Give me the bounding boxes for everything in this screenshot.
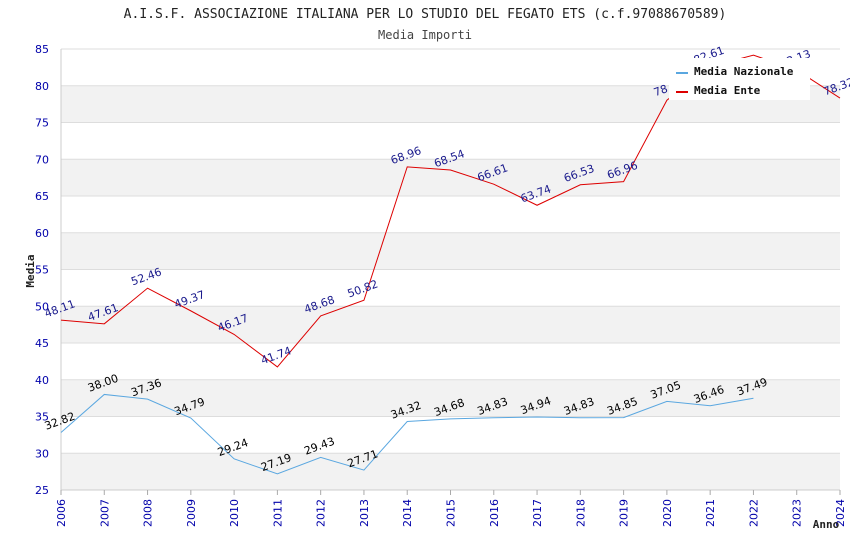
y-tick-label: 45 [35, 337, 49, 350]
y-axis: 25 30 35 40 45 50 55 60 65 70 75 80 85 [35, 43, 49, 497]
grid-band [61, 453, 840, 490]
grid-band [61, 159, 840, 196]
y-tick-label: 75 [35, 117, 49, 130]
y-tick-label: 60 [35, 227, 49, 240]
y-tick-label: 25 [35, 484, 49, 497]
y-tick-label: 80 [35, 80, 49, 93]
legend-label-media-ente: Media Ente [694, 84, 761, 97]
y-tick-label: 30 [35, 447, 49, 460]
x-tick-label: 2010 [228, 499, 241, 527]
x-tick-label: 2011 [271, 499, 284, 527]
x-tick-label: 2007 [98, 499, 111, 527]
x-tick-label: 2017 [531, 499, 544, 527]
x-tick-label: 2022 [747, 499, 760, 527]
x-tick-label: 2008 [142, 499, 155, 527]
x-tick-label: 2013 [358, 499, 371, 527]
x-axis-title: Anno [813, 518, 840, 531]
x-tick-label: 2014 [401, 499, 414, 527]
chart-subtitle: Media Importi [378, 28, 472, 42]
x-tick-label: 2020 [661, 499, 674, 527]
x-tick-label: 2006 [55, 499, 68, 527]
y-tick-label: 70 [35, 153, 49, 166]
x-tick-label: 2016 [488, 499, 501, 527]
x-tick-label: 2019 [618, 499, 631, 527]
x-axis: 2006 2007 2008 2009 2010 2011 2012 2013 2014 2015… [55, 490, 847, 527]
grid-band [61, 232, 840, 270]
y-tick-label: 35 [35, 411, 49, 424]
chart-title: A.I.S.F. ASSOCIAZIONE ITALIANA PER LO ST… [124, 7, 727, 22]
x-tick-label: 2012 [315, 499, 328, 527]
y-tick-label: 50 [35, 300, 49, 313]
legend: Media Nazionale Media Ente [669, 58, 810, 100]
x-tick-label: 2009 [185, 499, 198, 527]
y-tick-label: 55 [35, 264, 49, 277]
series-line-media-nazionale [60, 393, 754, 475]
y-tick-label: 65 [35, 190, 49, 203]
x-tick-label: 2018 [574, 499, 587, 527]
y-tick-label: 40 [35, 374, 49, 387]
grid-band [61, 379, 840, 417]
x-tick-label: 2021 [704, 499, 717, 527]
x-tick-label: 2024 [834, 499, 847, 527]
x-tick-label: 2015 [445, 499, 458, 527]
y-tick-label: 85 [35, 43, 49, 56]
y-axis-title: Media [24, 254, 37, 287]
grid-band [61, 306, 840, 343]
legend-box [669, 58, 810, 100]
legend-label-media-nazionale: Media Nazionale [694, 65, 794, 78]
x-tick-label: 2023 [791, 499, 804, 527]
